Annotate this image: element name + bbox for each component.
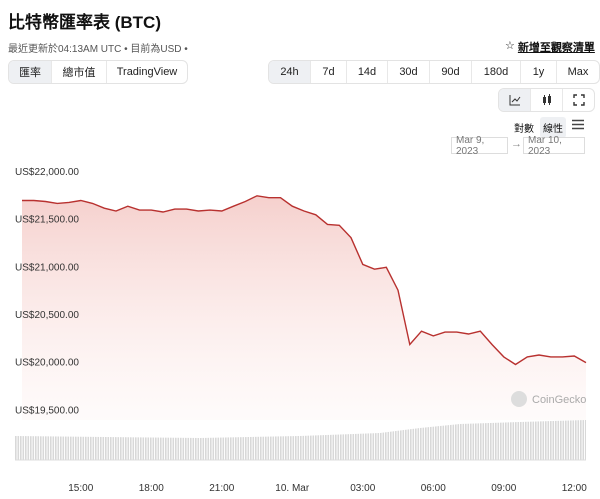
range-group: 24h 7d 14d 30d 90d 180d 1y Max [268,60,600,84]
tab[interactable]: 匯率 [9,61,52,83]
expand-icon [572,94,585,106]
x-tick-label: 12:00 [562,483,587,494]
title: 比特幣匯率表 (BTC) [8,13,161,32]
date-to[interactable]: Mar 10, 2023 [523,135,585,157]
line-chart-button[interactable] [499,89,531,111]
y-tick-label: US$21,000.00 [15,262,79,273]
watchlist-label: 新增至觀察清單 [517,42,595,54]
x-tick-label: 10. Mar [275,483,310,494]
line-icon [509,95,520,106]
y-tick-label: US$20,000.00 [15,358,79,369]
star-icon: ☆ [505,40,515,52]
tab[interactable]: TradingView [116,66,178,78]
watchlist-button[interactable]: ☆ 新增至觀察清單 [505,39,595,55]
price-line [22,195,587,366]
candle-icon [542,94,551,105]
x-tick-label: 21:00 [209,483,234,494]
range-button[interactable]: 14d [347,61,388,83]
range-button[interactable]: 24h [269,61,311,83]
menu-icon[interactable] [571,119,585,130]
watermark-text: CoinGecko [532,394,586,406]
y-tick-label: US$21,500.00 [15,215,79,226]
log-option[interactable]: 對數 [514,124,534,135]
arrow: → [511,138,522,150]
tab-group: 匯率 總市值 TradingView [8,60,188,84]
range-button[interactable]: 180d [472,61,521,83]
fullscreen-button[interactable] [563,89,594,111]
chart-type-group [498,88,595,112]
x-tick-label: 06:00 [421,483,446,494]
candle-chart-button[interactable] [531,89,563,111]
x-tick-label: 09:00 [491,483,516,494]
range-button[interactable]: 30d [388,61,430,83]
tab[interactable]: 總市值 [52,61,107,83]
y-tick-label: US$20,500.00 [15,310,79,321]
linear-option[interactable]: 線性 [540,117,566,138]
range-button[interactable]: 90d [430,61,472,83]
range-button[interactable]: 1y [521,61,557,83]
volume-band [15,420,586,460]
range-button[interactable]: 7d [311,61,347,83]
x-tick-label: 15:00 [68,483,93,494]
y-tick-label: US$22,000.00 [15,167,79,178]
x-tick-label: 18:00 [139,483,164,494]
x-tick-label: 03:00 [350,483,375,494]
area-fill [22,195,586,420]
watermark: CoinGecko [511,391,586,407]
y-tick-label: US$19,500.00 [15,405,79,416]
date-from[interactable]: Mar 9, 2023 [451,135,508,157]
range-button[interactable]: Max [567,66,589,78]
subtitle: 最近更新於04:13AM UTC • 目前為USD • [8,44,188,55]
